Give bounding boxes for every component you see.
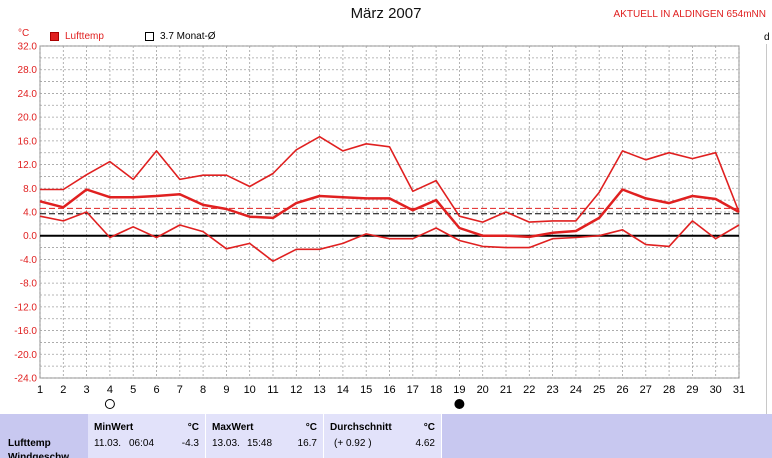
- stat-max-date: 13.03.: [212, 438, 240, 449]
- x-tick-label: 26: [616, 384, 628, 396]
- x-tick-label: 11: [267, 384, 278, 396]
- series-line-max: [40, 135, 740, 223]
- stats-row-label: Lufttemp: [8, 438, 51, 449]
- x-tick-label: 17: [407, 384, 419, 396]
- y-tick-label: -4.0: [20, 255, 38, 266]
- chart-area: 32.0 28.0 24.0 20.0 16.0 12.0 8.0 4.0 0.0 -4.0 -8.…: [14, 42, 745, 409]
- x-tick-label: 14: [337, 384, 349, 396]
- y-tick-label: -16.0: [14, 326, 37, 337]
- stat-avg-cell: Durchschnitt °C (+ 0.92 ) 4.62: [324, 414, 442, 458]
- x-tick-label: 8: [200, 384, 206, 396]
- y-tick-label: 8.0: [23, 184, 37, 195]
- y-tick-label: 4.0: [23, 208, 37, 219]
- stat-avg-delta: (+ 0.92 ): [334, 438, 372, 449]
- stats-panel: MinWert °C 11.03. 06:04 -4.3 MaxWert °C …: [0, 414, 772, 458]
- x-tick-label: 10: [244, 384, 256, 396]
- x-tick-label: 22: [523, 384, 535, 396]
- stat-min-date: 11.03.: [94, 438, 122, 449]
- stat-min-unit: °C: [187, 422, 199, 433]
- y-tick-label: 20.0: [18, 113, 38, 124]
- legend-label: Lufttemp: [65, 31, 104, 42]
- x-tick-label: 29: [686, 384, 698, 396]
- y-tick-label: 16.0: [18, 136, 38, 147]
- x-tick-label: 3: [84, 384, 90, 396]
- stats-row-label-2: Windgeschw.: [8, 452, 72, 458]
- x-tick-label: 28: [663, 384, 675, 396]
- x-tick-label: 19: [453, 384, 465, 396]
- x-tick-label: 9: [223, 384, 229, 396]
- stat-max-header: MaxWert: [212, 422, 254, 433]
- x-tick-label: 16: [383, 384, 395, 396]
- x-tick-label: 27: [640, 384, 652, 396]
- x-tick-label: 4: [107, 384, 113, 396]
- legend-swatch-filled: [50, 32, 59, 41]
- legend-swatch-empty: [145, 32, 154, 41]
- x-tick-label: 5: [130, 384, 136, 396]
- y-tick-label: 0.0: [23, 231, 37, 242]
- y-tick-label: 24.0: [18, 89, 38, 100]
- stat-min-cell: MinWert °C 11.03. 06:04 -4.3: [88, 414, 206, 458]
- x-tick-label: 1: [37, 384, 43, 396]
- stat-avg-unit: °C: [423, 422, 435, 433]
- stat-min-time: 06:04: [129, 438, 155, 449]
- x-tick-label: 23: [546, 384, 558, 396]
- new-moon-icon: [454, 399, 465, 409]
- station-label: AKTUELL IN ALDINGEN 654mNN: [613, 9, 766, 20]
- stat-max-value: 16.7: [297, 438, 317, 449]
- x-tick-label: 7: [177, 384, 183, 396]
- legend-item-lufttemp[interactable]: Lufttemp: [50, 31, 104, 42]
- full-moon-icon: [104, 399, 115, 409]
- stat-max-unit: °C: [305, 422, 317, 433]
- x-tick-label: 30: [710, 384, 722, 396]
- x-tick-label: 24: [570, 384, 582, 396]
- stat-min-value: -4.3: [181, 438, 199, 449]
- stat-min-header: MinWert: [94, 422, 134, 433]
- x-tick-label: 2: [60, 384, 66, 396]
- x-tick-label: 13: [313, 384, 325, 396]
- y-tick-label: -24.0: [14, 374, 37, 385]
- y-axis-unit: °C: [18, 28, 30, 39]
- y-tick-label: 32.0: [18, 42, 38, 53]
- x-tick-label: 12: [290, 384, 302, 396]
- y-tick-label: 28.0: [18, 65, 38, 76]
- x-tick-label: 18: [430, 384, 442, 396]
- x-tick-label: 15: [360, 384, 372, 396]
- legend-label: 3.7 Monat-Ø: [160, 31, 216, 42]
- x-tick-label: 20: [477, 384, 489, 396]
- stat-avg-header: Durchschnitt: [330, 422, 392, 433]
- x-tick-label: 31: [733, 384, 745, 396]
- y-tick-label: -12.0: [14, 302, 37, 313]
- right-panel-edge: [766, 44, 772, 414]
- stat-avg-value: 4.62: [415, 438, 435, 449]
- stat-max-time: 15:48: [247, 438, 273, 449]
- series-line-min: [39, 211, 740, 263]
- legend-item-monthly-mean[interactable]: 3.7 Monat-Ø: [145, 31, 216, 42]
- series-line-mean: [39, 188, 740, 239]
- right-axis-unit: d: [764, 32, 770, 43]
- y-tick-label: 12.0: [18, 160, 38, 171]
- x-tick-label: 25: [593, 384, 605, 396]
- chart-title: März 2007: [350, 5, 422, 22]
- y-tick-label: -8.0: [20, 279, 38, 290]
- x-tick-label: 21: [500, 384, 512, 396]
- stat-max-cell: MaxWert °C 13.03. 15:48 16.7: [206, 414, 324, 458]
- y-tick-label: -20.0: [14, 350, 37, 361]
- x-tick-label: 6: [153, 384, 159, 396]
